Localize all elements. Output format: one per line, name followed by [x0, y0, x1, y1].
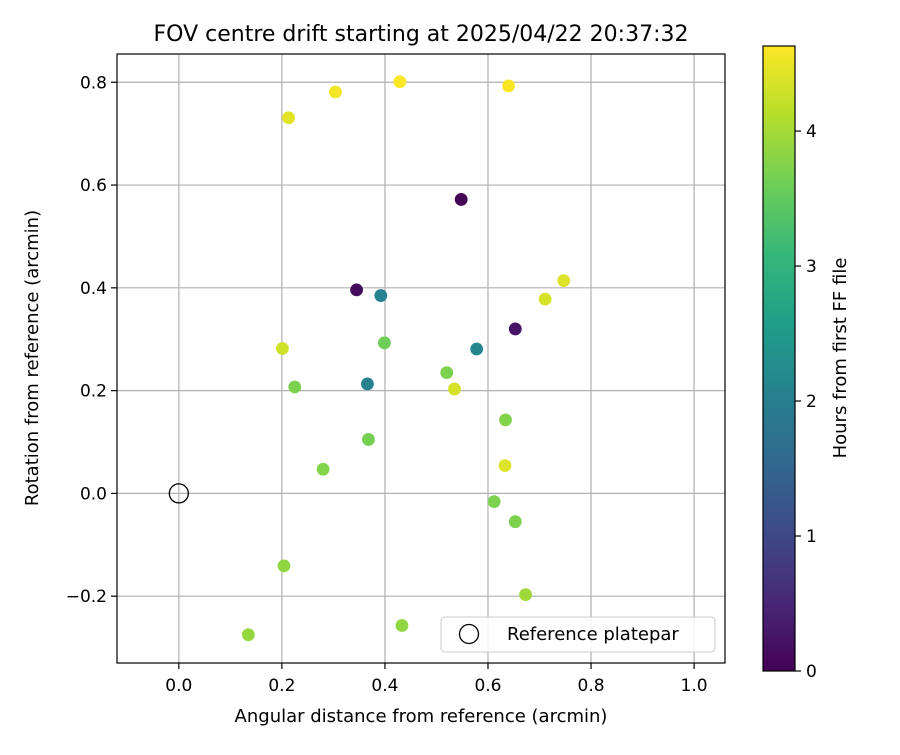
legend-label: Reference platepar: [507, 624, 679, 645]
reference-point: [168, 483, 189, 504]
y-tick-label: 0.8: [80, 73, 107, 93]
data-point: [498, 459, 512, 473]
y-tick-label: 0.6: [80, 176, 107, 196]
data-point: [362, 433, 375, 446]
x-axis-label: Angular distance from reference (arcmin): [235, 706, 608, 727]
data-point: [454, 193, 468, 206]
colorbar-gradient: [762, 45, 796, 672]
colorbar-ticks: 0 1 2 3 4: [795, 122, 817, 682]
data-points: [168, 75, 571, 642]
grid-lines: [117, 54, 725, 663]
data-point: [241, 628, 255, 642]
data-point: [329, 85, 342, 99]
colorbar-tick-label: 2: [806, 392, 817, 412]
data-point: [508, 322, 522, 336]
colorbar-label: Hours from first FF file: [830, 258, 851, 459]
x-tick-label: 0.6: [474, 676, 501, 696]
plot-frame: [116, 53, 726, 664]
x-tick-label: 0.8: [578, 676, 605, 696]
legend-marker: [458, 623, 480, 645]
legend: Reference platepar: [440, 616, 716, 653]
x-tick-label: 0.0: [165, 676, 192, 696]
data-point: [499, 413, 512, 427]
data-point: [277, 559, 291, 573]
y-tick-label: 0.4: [80, 279, 107, 299]
x-tick-label: 0.2: [268, 676, 295, 696]
y-tick-label: 0.0: [80, 484, 107, 504]
data-point: [470, 342, 484, 356]
y-axis-label: Rotation from reference (arcmin): [22, 210, 43, 506]
x-tick-label: 1.0: [681, 676, 708, 696]
data-point: [275, 342, 289, 355]
chart-title: FOV centre drift starting at 2025/04/22 …: [154, 22, 689, 47]
data-point: [395, 619, 409, 632]
data-point: [350, 283, 363, 297]
data-point: [538, 292, 552, 306]
data-point: [440, 366, 454, 380]
data-point: [557, 274, 571, 288]
x-axis-ticks: 0.0 0.2 0.4 0.6 0.8 1.0: [165, 663, 708, 696]
data-point: [448, 382, 461, 396]
colorbar-tick-label: 1: [806, 527, 817, 547]
data-point: [288, 380, 302, 394]
y-axis-ticks: −0.2 0.0 0.2 0.4 0.6 0.8: [66, 73, 117, 607]
colorbar-tick-label: 3: [806, 257, 817, 277]
colorbar-tick-label: 0: [806, 662, 817, 682]
data-point: [282, 111, 295, 125]
y-tick-label: 0.2: [80, 382, 107, 402]
data-point: [393, 75, 407, 89]
legend-box: [440, 616, 716, 653]
data-point: [374, 289, 388, 302]
data-point: [361, 377, 374, 391]
data-point: [502, 79, 515, 93]
data-point: [508, 515, 522, 529]
data-point: [487, 495, 501, 509]
data-point: [519, 588, 532, 602]
colorbar-tick-label: 4: [806, 122, 817, 142]
data-point: [378, 336, 391, 350]
colorbar: 0 1 2 3 4 Hours from first FF file: [762, 45, 851, 682]
x-tick-label: 0.4: [371, 676, 398, 696]
y-tick-label: −0.2: [66, 587, 107, 607]
data-point: [316, 462, 330, 476]
